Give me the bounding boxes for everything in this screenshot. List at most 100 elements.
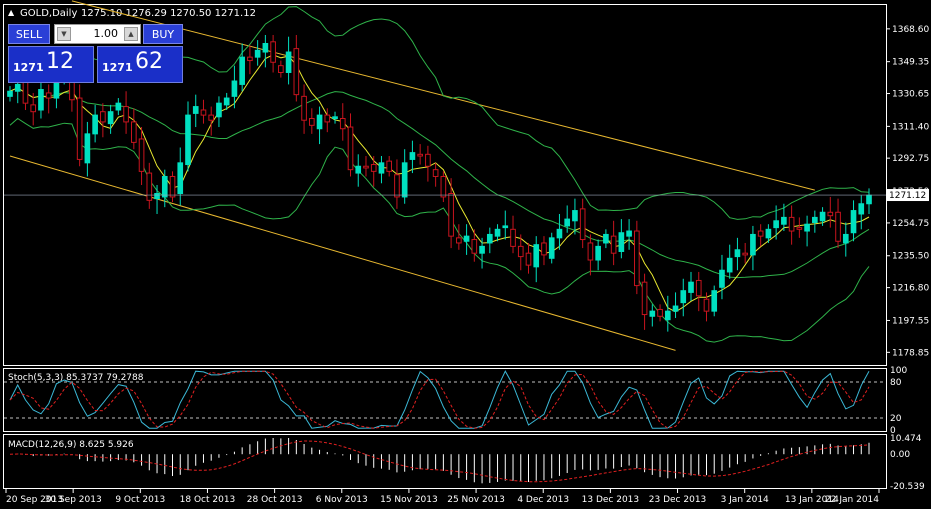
lot-size-field[interactable]: ▼ 1.00 ▲ (54, 24, 141, 44)
candle-body (719, 269, 725, 288)
ask-price-pips: 62 (135, 49, 163, 74)
candle-body (370, 164, 377, 172)
candle-body (626, 230, 632, 237)
candle-body (812, 216, 818, 224)
candle-body (293, 48, 300, 96)
candle-body (548, 237, 555, 259)
date-tick-label: 13 Dec 2013 (582, 495, 640, 505)
candle-body (30, 104, 37, 113)
date-tick-label: 23 Dec 2013 (649, 495, 707, 505)
candle-body (192, 106, 199, 114)
lot-increase-icon[interactable]: ▲ (124, 27, 138, 41)
price-tick-label: 1368.60 (892, 25, 929, 35)
candle-body (386, 160, 393, 172)
candle-body (363, 165, 369, 169)
stochastic-indicator: 100 80 20 0 (4, 366, 907, 436)
candle-body (463, 235, 470, 242)
main-panel-frame (3, 4, 887, 366)
candle-body (486, 233, 493, 244)
candle-body (123, 106, 129, 123)
lower-band-line (9, 117, 870, 343)
candle-body (525, 252, 532, 266)
candle-body (672, 305, 679, 312)
date-tick-label: 22 Jan 2014 (825, 495, 879, 505)
price-tick-label: 1235.50 (892, 252, 929, 262)
candle-body (22, 80, 29, 104)
candle-body (247, 56, 253, 62)
candle-body (510, 228, 516, 247)
chart-ohlc: 1275.10 1276.29 1270.50 1271.12 (81, 8, 256, 19)
stoch-tick-label: 100 (890, 366, 907, 376)
stoch-tick-label: 20 (890, 414, 902, 424)
macd-signal-line (9, 440, 870, 483)
lot-decrease-icon[interactable]: ▼ (57, 27, 71, 41)
candle-body (541, 242, 547, 256)
candle-body (308, 118, 315, 126)
ask-price-prefix: 1271 (102, 61, 133, 74)
stoch-signal-line (9, 370, 870, 429)
candle-body (750, 233, 756, 256)
middle-band-line (9, 87, 870, 279)
candle-body (781, 216, 787, 225)
stoch-panel-frame (3, 368, 887, 432)
candle-body (146, 172, 153, 201)
candle-body (819, 211, 826, 222)
bid-price-pips: 12 (46, 49, 74, 74)
moving-average-line (9, 54, 870, 313)
chart-symbol: GOLD,Daily (20, 8, 77, 19)
candle-body (517, 245, 524, 258)
date-tick-label: 4 Dec 2013 (517, 495, 569, 505)
current-price-label: 1271.12 (889, 191, 926, 201)
candle-body (494, 228, 501, 237)
current-price-tag (887, 189, 929, 202)
candle-body (409, 152, 416, 160)
candle-body (432, 169, 439, 177)
price-axis: 1368.601349.351330.651311.401292.751273.… (4, 25, 929, 358)
candle-body (657, 308, 663, 317)
channel-lower-line (9, 155, 676, 351)
candle-body (231, 80, 238, 97)
candle-body (471, 239, 478, 254)
candle-body (76, 97, 83, 160)
candle-body (378, 162, 385, 174)
candle-body (45, 92, 52, 99)
lot-size-value[interactable]: 1.00 (93, 27, 119, 40)
candle-body (216, 102, 222, 118)
price-tick-label: 1330.65 (892, 90, 929, 100)
candle-body (130, 121, 137, 143)
candle-body (641, 281, 648, 316)
candle-body (239, 56, 245, 85)
candle-body (711, 290, 718, 312)
buy-button[interactable]: BUY (143, 24, 183, 44)
macd-tick-label: 0.00 (890, 450, 910, 460)
bid-price-box[interactable]: 1271 12 (8, 46, 94, 83)
candle-body (804, 223, 810, 232)
candle-body (533, 244, 540, 268)
candle-body (664, 310, 671, 321)
macd-indicator: 10.474 0.00 -20.539 (9, 434, 925, 492)
date-tick-label: 18 Oct 2013 (180, 495, 236, 505)
candle-body (355, 165, 362, 174)
date-tick-label: 3 Jan 2014 (721, 495, 769, 505)
candle-body (850, 210, 857, 234)
stoch-tick-label: 0 (890, 426, 896, 436)
candle-body (572, 210, 578, 222)
candle-body (223, 97, 230, 106)
bid-price-prefix: 1271 (13, 61, 44, 74)
candle-body (788, 216, 795, 232)
sell-button[interactable]: SELL (8, 24, 50, 44)
candle-body (200, 109, 207, 116)
candle-body (208, 114, 215, 121)
candle-body (742, 252, 749, 256)
candle-body (680, 290, 687, 304)
candle-body (695, 279, 702, 297)
candle-body (92, 114, 98, 135)
candle-body (138, 138, 145, 172)
candle-body (757, 230, 764, 237)
one-click-trading-panel: SELL ▼ 1.00 ▲ BUY 1271 12 1271 62 (7, 22, 184, 84)
price-tick-label: 1349.35 (892, 58, 929, 68)
symbol-menu-icon[interactable]: ▲ (8, 8, 15, 17)
ask-price-box[interactable]: 1271 62 (97, 46, 183, 83)
